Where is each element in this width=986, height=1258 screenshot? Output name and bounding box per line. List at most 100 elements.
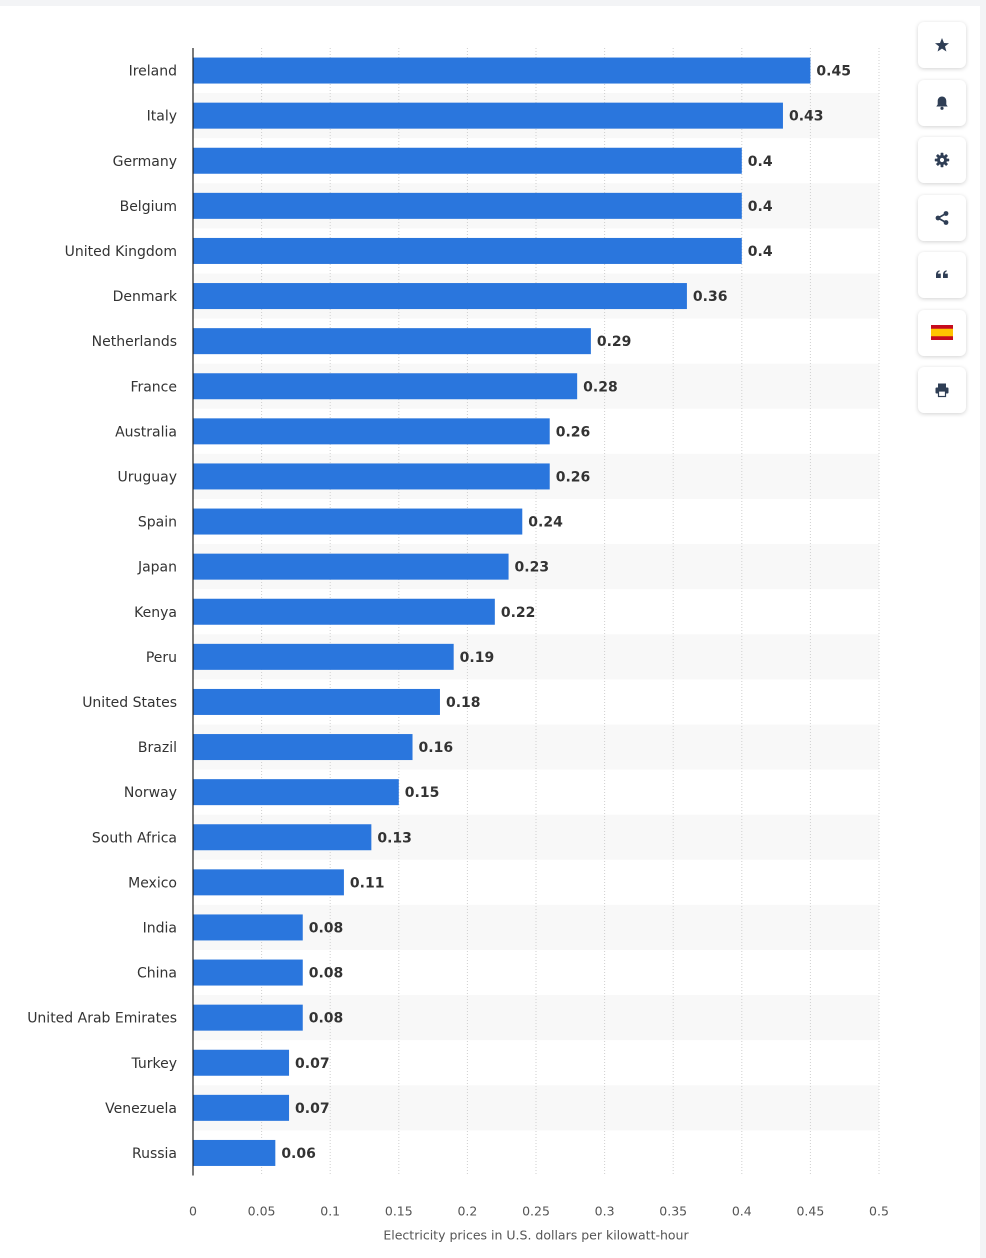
value-label: 0.29 (597, 334, 632, 350)
category-label: Australia (115, 424, 177, 440)
quote-icon (936, 270, 948, 278)
spain-flag-icon (931, 325, 953, 340)
bar[interactable] (193, 869, 344, 896)
x-tick-label: 0.5 (869, 1204, 889, 1219)
value-label: 0.4 (748, 154, 773, 170)
value-label: 0.11 (350, 875, 385, 891)
bar[interactable] (193, 553, 509, 580)
category-label: Japan (137, 560, 177, 576)
bar-chart: Ireland Italy Germany Belgium United Kingdom… (27, 48, 889, 1243)
x-tick-label: 0.05 (248, 1204, 276, 1219)
category-label: Denmark (113, 289, 178, 305)
bar[interactable] (193, 688, 440, 715)
category-label: Germany (113, 154, 177, 170)
bar[interactable] (193, 418, 550, 445)
category-label: Brazil (138, 740, 177, 756)
value-label: 0.4 (748, 199, 773, 215)
category-label: Kenya (134, 605, 177, 621)
x-axis-title: Electricity prices in U.S. dollars per k… (383, 1228, 689, 1243)
bar[interactable] (193, 147, 742, 174)
x-tick-label: 0.15 (385, 1204, 413, 1219)
bar[interactable] (193, 1094, 290, 1121)
bar[interactable] (193, 508, 523, 535)
bar[interactable] (193, 1139, 276, 1166)
value-labels: 0.45 0.43 0.4 0.4 0.4 0.36 0.29 0.28 0.26 0.26 0.2… (281, 64, 851, 1162)
bar[interactable] (193, 192, 742, 219)
printer-icon (935, 383, 949, 398)
bar[interactable] (193, 102, 783, 129)
category-label: Ireland (129, 64, 177, 80)
bar[interactable] (193, 328, 591, 355)
value-label: 0.07 (295, 1056, 330, 1072)
bell-icon (936, 96, 948, 110)
bar[interactable] (193, 237, 742, 264)
category-label: Italy (147, 109, 177, 125)
value-label: 0.4 (748, 244, 773, 260)
share-button[interactable] (918, 194, 966, 241)
bar[interactable] (193, 643, 454, 670)
language-button[interactable] (918, 309, 966, 356)
value-label: 0.22 (501, 605, 536, 621)
value-label: 0.15 (405, 785, 440, 801)
value-label: 0.06 (281, 1146, 316, 1162)
print-button[interactable] (918, 367, 966, 413)
star-icon (935, 38, 949, 52)
value-label: 0.45 (816, 64, 851, 80)
category-label: Mexico (128, 875, 177, 891)
x-tick-label: 0.45 (796, 1204, 824, 1219)
category-label: United Arab Emirates (27, 1011, 177, 1027)
favorite-button[interactable] (918, 22, 966, 68)
x-tick-labels: 0 0.05 0.1 0.15 0.2 0.25 0.3 0.35 0.4 0.45 0.5 (189, 1204, 889, 1219)
x-tick-label: 0 (189, 1204, 197, 1219)
x-tick-label: 0.1 (320, 1204, 340, 1219)
bar[interactable] (193, 463, 550, 490)
value-label: 0.36 (693, 289, 728, 305)
value-label: 0.13 (377, 830, 412, 846)
bar[interactable] (193, 57, 811, 84)
citation-button[interactable] (918, 252, 966, 298)
value-label: 0.18 (446, 695, 481, 711)
tool-sidebar (918, 22, 966, 425)
x-tick-label: 0.2 (457, 1204, 477, 1219)
bar[interactable] (193, 779, 399, 806)
notification-button[interactable] (918, 79, 966, 126)
category-label: Norway (124, 785, 177, 801)
settings-button[interactable] (918, 137, 966, 183)
value-label: 0.26 (556, 424, 591, 440)
category-label: Spain (138, 515, 177, 531)
gridlines (261, 48, 880, 1176)
gear-icon (934, 152, 950, 168)
value-label: 0.28 (583, 379, 618, 395)
x-tick-label: 0.4 (732, 1204, 752, 1219)
category-label: Belgium (120, 199, 177, 215)
bar[interactable] (193, 1004, 303, 1031)
bar[interactable] (193, 598, 495, 625)
bar[interactable] (193, 824, 372, 851)
category-label: India (143, 920, 177, 936)
bar[interactable] (193, 1049, 290, 1076)
chart-card: Ireland Italy Germany Belgium United Kingdom… (0, 6, 980, 1258)
category-label: France (130, 379, 177, 395)
share-icon (935, 210, 949, 225)
category-label: Uruguay (118, 469, 178, 485)
value-label: 0.08 (309, 1011, 344, 1027)
value-label: 0.23 (515, 560, 550, 576)
category-label: United Kingdom (65, 244, 177, 260)
category-label: Venezuela (105, 1101, 177, 1117)
category-label: Peru (146, 650, 177, 666)
category-labels: Ireland Italy Germany Belgium United Kingdom… (27, 64, 178, 1162)
bars (193, 57, 811, 1166)
value-label: 0.16 (419, 740, 454, 756)
bar[interactable] (193, 734, 413, 761)
bar[interactable] (193, 959, 303, 986)
category-label: China (137, 966, 177, 982)
category-label: United States (82, 695, 177, 711)
bar[interactable] (193, 373, 578, 400)
bar[interactable] (193, 283, 687, 310)
value-label: 0.19 (460, 650, 495, 666)
category-label: Turkey (130, 1056, 177, 1072)
value-label: 0.24 (528, 515, 563, 531)
category-label: South Africa (92, 830, 177, 846)
bar[interactable] (193, 914, 303, 941)
x-tick-label: 0.3 (595, 1204, 615, 1219)
